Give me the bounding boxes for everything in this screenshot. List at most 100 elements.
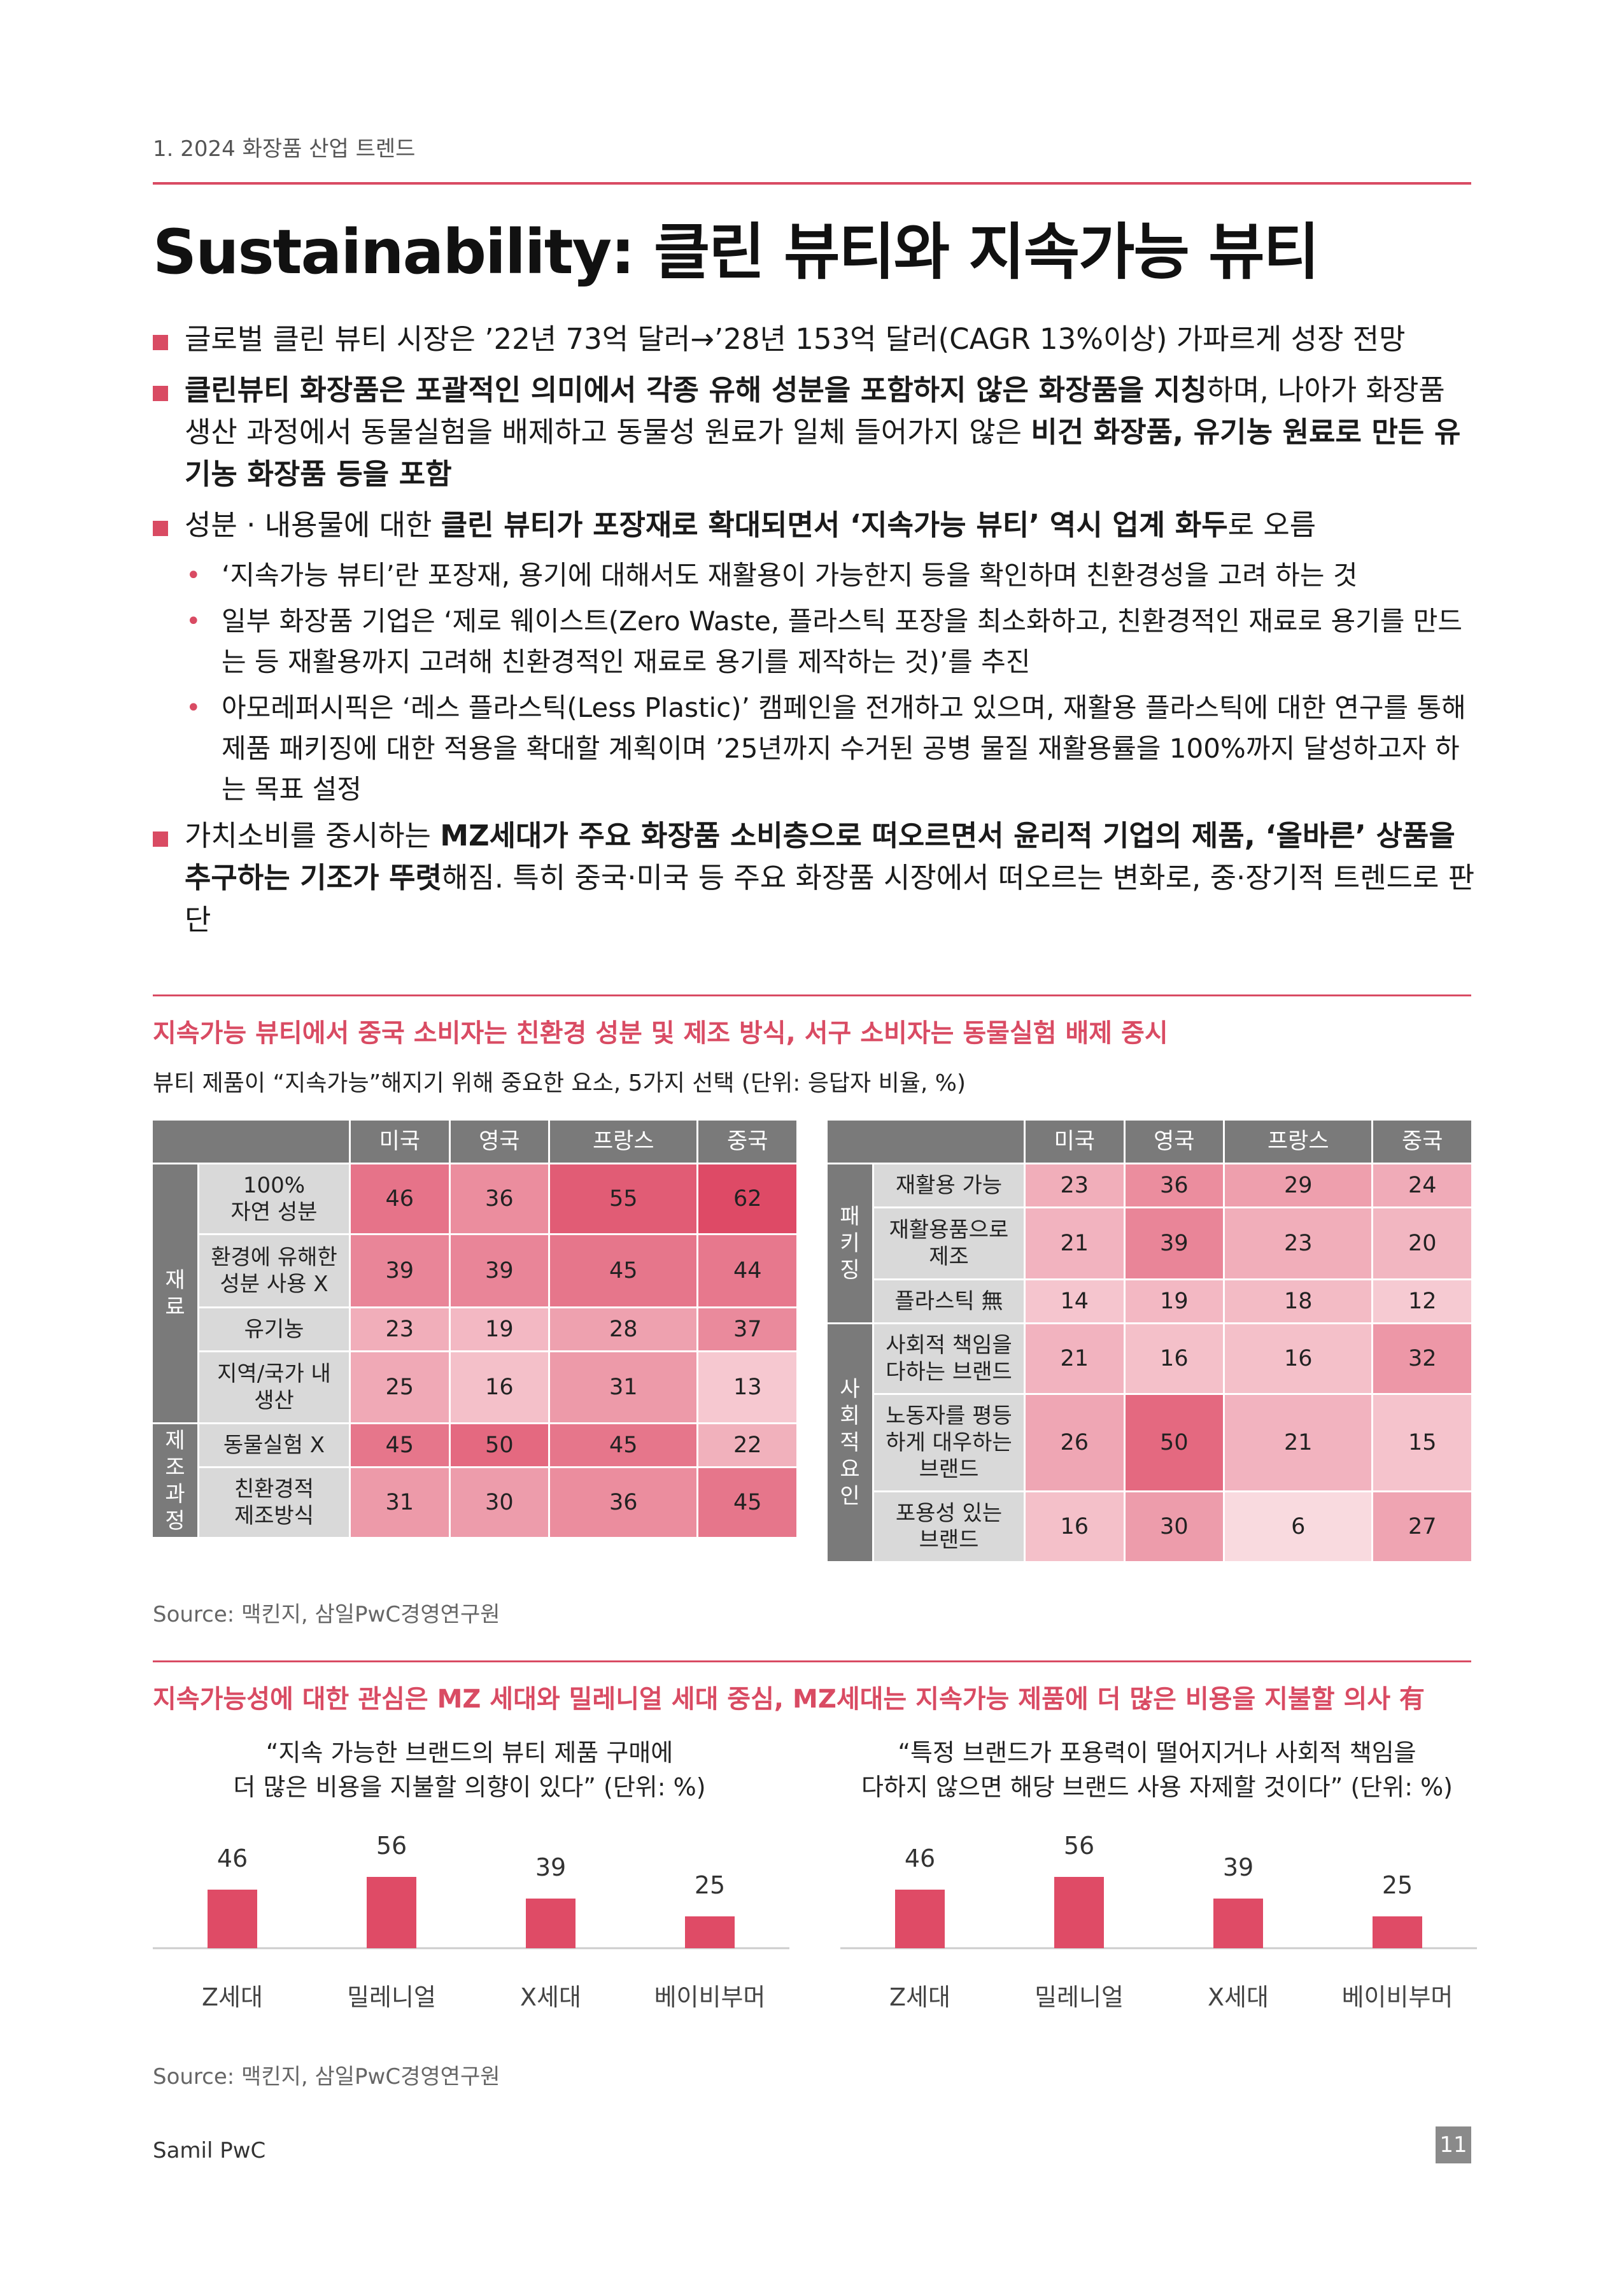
section2-rule: [153, 1660, 1471, 1662]
column-header: 영국: [450, 1121, 549, 1163]
heat-cell: 36: [450, 1164, 549, 1233]
heat-cell: 21: [1026, 1324, 1124, 1393]
bullet-normal: 가치소비를 중시하는: [185, 819, 441, 852]
bar: [1373, 1916, 1422, 1948]
heat-cell: 55: [550, 1164, 697, 1233]
heat-cell: 22: [698, 1424, 796, 1466]
heat-cell: 27: [1373, 1492, 1471, 1561]
heat-cell: 45: [351, 1424, 449, 1466]
dot-bullet-icon: •: [186, 693, 201, 723]
caption-line: “지속 가능한 브랜드의 뷰티 제품 구매에: [265, 1739, 674, 1767]
heat-cell: 39: [1125, 1208, 1224, 1278]
row-label: 재활용 가능: [874, 1164, 1024, 1206]
heat-cell: 36: [550, 1468, 697, 1537]
bar-value-label: 39: [535, 1853, 566, 1881]
heat-cell: 36: [1125, 1164, 1224, 1206]
heat-cell: 31: [351, 1468, 449, 1537]
bullet-bold: 비건 화장품, 유기농 원료로 만든 유기농 화장품 등을 포함: [185, 415, 1461, 491]
heat-cell: 45: [550, 1424, 697, 1466]
bar: [895, 1890, 945, 1948]
bullet-item: 글로벌 클린 뷰티 시장은 ’22년 73억 달러→’28년 153억 달러(C…: [153, 318, 1477, 360]
heat-cell: 28: [550, 1308, 697, 1350]
dot-bullet-icon: •: [186, 607, 201, 636]
bar-value-label: 46: [217, 1844, 248, 1872]
category-label: 밀레니얼: [1034, 1983, 1124, 2011]
row-label: 100% 자연 성분: [199, 1164, 349, 1233]
bullet-item: 가치소비를 중시하는 MZ세대가 주요 화장품 소비층으로 떠오르면서 윤리적 …: [153, 815, 1477, 941]
bullet-bold: 클린뷰티 화장품은 포괄적인 의미에서 각종 유해 성분을 포함하지 않은 화장…: [185, 373, 1207, 407]
column-header: 프랑스: [1225, 1121, 1372, 1163]
row-label: 노동자를 평등 하게 대우하는 브랜드: [874, 1395, 1024, 1490]
bullet-text: 클린뷰티 화장품은 포괄적인 의미에서 각종 유해 성분을 포함하지 않은 화장…: [185, 369, 1477, 495]
page-title: Sustainability: 클린 뷰티와 지속가능 뷰티: [153, 216, 1320, 288]
heat-cell: 20: [1373, 1208, 1471, 1278]
square-bullet-icon: [153, 831, 168, 847]
heat-cell: 46: [351, 1164, 449, 1233]
column-header: 미국: [1026, 1121, 1124, 1163]
bar-chart-left-caption: “지속 가능한 브랜드의 뷰티 제품 구매에 더 많은 비용을 지불할 의향이 …: [153, 1736, 786, 1804]
heat-cell: 26: [1026, 1395, 1124, 1490]
bullet-bold: MZ세대가 주요 화장품 소비층으로 떠오르면서 윤리적 기업의 제품, ‘올바…: [185, 819, 1455, 895]
heat-cell: 30: [450, 1468, 549, 1537]
heat-cell: 16: [450, 1352, 549, 1422]
bar: [1054, 1877, 1104, 1948]
heat-cell: 16: [1225, 1324, 1372, 1393]
sub-bullet-item: • ‘지속가능 뷰티’란 포장재, 용기에 대해서도 재활용이 가능한지 등을 …: [153, 555, 1477, 596]
bar: [1213, 1899, 1263, 1948]
bar-chart-right-caption: “특정 브랜드가 포용력이 떨어지거나 사회적 책임을 다하지 않으면 해당 브…: [840, 1736, 1474, 1804]
bullet-item: 성분 · 내용물에 대한 클린 뷰티가 포장재로 확대되면서 ‘지속가능 뷰티’…: [153, 504, 1477, 546]
heat-cell: 6: [1225, 1492, 1372, 1561]
column-header: 중국: [698, 1121, 796, 1163]
page-number: 11: [1436, 2126, 1471, 2163]
bullet-normal: 해짐. 특히 중국·미국 등 주요 화장품 시장에서 떠오르는 변화로, 중·장…: [185, 861, 1475, 937]
heat-cell: 19: [450, 1308, 549, 1350]
heat-cell: 45: [550, 1235, 697, 1306]
bar-value-label: 25: [695, 1871, 725, 1899]
heat-cell: 18: [1225, 1280, 1372, 1322]
header-rule: [153, 182, 1471, 185]
heat-cell: 39: [450, 1235, 549, 1306]
bar-chart-left: 46 Z세대 56 밀레니얼 39 X세대 25 베이비부머: [153, 1832, 789, 2011]
row-label: 사회적 책임을 다하는 브랜드: [874, 1324, 1024, 1393]
caption-line: 더 많은 비용을 지불할 의향이 있다” (단위: %): [233, 1773, 706, 1801]
section2-title: 지속가능성에 대한 관심은 MZ 세대와 밀레니얼 세대 중심, MZ세대는 지…: [153, 1685, 1425, 1714]
sub-bullet-text: 일부 화장품 기업은 ‘제로 웨이스트(Zero Waste, 플라스틱 포장을…: [222, 605, 1463, 677]
row-label: 친환경적 제조방식: [199, 1468, 349, 1537]
heat-cell: 23: [351, 1308, 449, 1350]
sub-bullet-item: • 아모레퍼시픽은 ‘레스 플라스틱(Less Plastic)’ 캠페인을 전…: [153, 688, 1477, 810]
bullet-bold: 클린 뷰티가 포장재로 확대되면서 ‘지속가능 뷰티’ 역시 업계 화두: [441, 508, 1228, 542]
bar-value-label: 46: [905, 1844, 935, 1872]
category-label: Z세대: [202, 1983, 263, 2011]
column-header: 프랑스: [550, 1121, 697, 1163]
bullet-list: 글로벌 클린 뷰티 시장은 ’22년 73억 달러→’28년 153억 달러(C…: [153, 318, 1477, 950]
heat-cell: 62: [698, 1164, 796, 1233]
category-label: 밀레니얼: [347, 1983, 436, 2011]
sub-bullet-text: ‘지속가능 뷰티’란 포장재, 용기에 대해서도 재활용이 가능한지 등을 확인…: [222, 560, 1358, 591]
square-bullet-icon: [153, 335, 168, 350]
column-header: 미국: [351, 1121, 449, 1163]
section1-subtitle: 뷰티 제품이 “지속가능”해지기 위해 중요한 요소, 5가지 선택 (단위: …: [153, 1070, 966, 1096]
row-label: 플라스틱 無: [874, 1280, 1024, 1322]
section2-source: Source: 맥킨지, 삼일PwC경영연구원: [153, 2064, 500, 2090]
column-header: 중국: [1373, 1121, 1471, 1163]
heat-cell: 13: [698, 1352, 796, 1422]
category-label: X세대: [520, 1983, 581, 2011]
bar-value-label: 56: [1064, 1832, 1094, 1860]
bar-chart-right: 46 Z세대 56 밀레니얼 39 X세대 25 베이비부머: [840, 1832, 1477, 2011]
bar-value-label: 39: [1223, 1853, 1253, 1881]
heat-cell: 19: [1125, 1280, 1224, 1322]
heat-cell: 12: [1373, 1280, 1471, 1322]
category-label: Z세대: [889, 1983, 950, 2011]
category-label: 베이비부머: [1342, 1983, 1453, 2011]
section1-rule: [153, 994, 1471, 996]
table-corner: [828, 1121, 1024, 1163]
heat-cell: 24: [1373, 1164, 1471, 1206]
caption-line: “특정 브랜드가 포용력이 떨어지거나 사회적 책임을: [898, 1739, 1416, 1767]
bar: [685, 1916, 735, 1948]
heat-cell: 16: [1125, 1324, 1224, 1393]
heat-cell: 21: [1225, 1395, 1372, 1490]
square-bullet-icon: [153, 386, 168, 401]
